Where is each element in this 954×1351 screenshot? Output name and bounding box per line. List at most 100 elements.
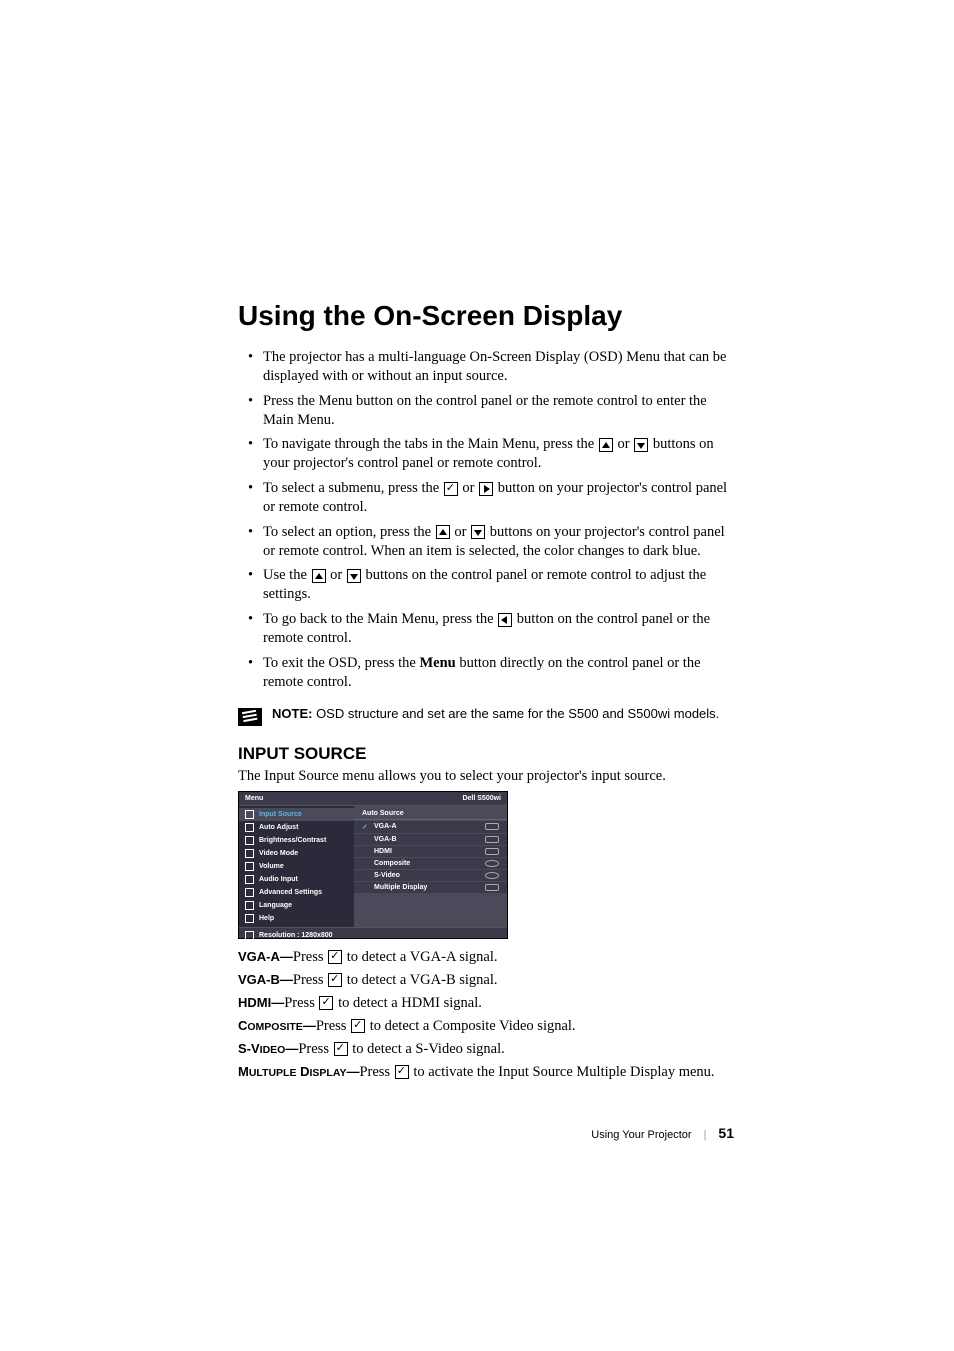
- footer-divider: |: [704, 1129, 707, 1141]
- left-arrow-icon: [498, 613, 512, 627]
- text: To select a submenu, press the: [263, 480, 443, 496]
- enter-icon: [328, 950, 342, 964]
- osd-left-item: Audio Input: [239, 873, 354, 886]
- note-label: NOTE:: [272, 706, 312, 721]
- osd-body: Input Source Auto Adjust Brightness/Cont…: [239, 805, 507, 927]
- text: The projector has a multi-language On-Sc…: [263, 349, 726, 384]
- text: Press: [284, 995, 318, 1011]
- osd-left-label: Video Mode: [259, 850, 298, 857]
- signal-line: S-VIDEO—Press to detect a S-Video signal…: [238, 1041, 734, 1058]
- osd-left-item: Brightness/Contrast: [239, 834, 354, 847]
- osd-right-label: Multiple Display: [374, 884, 427, 891]
- osd-right-label: HDMI: [374, 848, 392, 855]
- hdmi-port-icon: [485, 848, 499, 855]
- osd-left-label: Volume: [259, 863, 284, 870]
- list-item: To exit the OSD, press the Menu button d…: [253, 654, 734, 692]
- text: to detect a Composite Video signal.: [366, 1018, 575, 1034]
- enter-icon: [351, 1019, 365, 1033]
- list-item: To go back to the Main Menu, press the b…: [253, 610, 734, 648]
- check-icon: ✓: [362, 823, 370, 831]
- osd-left-label: Language: [259, 902, 292, 909]
- osd-header: Menu Dell S500wi: [239, 792, 507, 805]
- osd-model: Dell S500wi: [462, 795, 501, 802]
- osd-right-label: VGA-A: [374, 823, 397, 830]
- enter-icon: [334, 1042, 348, 1056]
- svideo-port-icon: [485, 872, 499, 879]
- language-icon: [245, 901, 254, 910]
- text: To exit the OSD, press the: [263, 655, 419, 671]
- vga-port-icon: [485, 836, 499, 843]
- page-heading: Using the On-Screen Display: [238, 300, 734, 332]
- osd-right-item: ✓ VGA-A: [354, 821, 507, 833]
- brightness-icon: [245, 836, 254, 845]
- text: To navigate through the tabs in the Main…: [263, 436, 598, 452]
- osd-left-item: Video Mode: [239, 847, 354, 860]
- up-arrow-icon: [312, 569, 326, 583]
- osd-right-item: HDMI: [354, 846, 507, 857]
- signal-label: VGA-A—: [238, 949, 293, 964]
- osd-menu-label: Menu: [245, 795, 263, 802]
- osd-right-label: VGA-B: [374, 836, 397, 843]
- signal-line: VGA-A—Press to detect a VGA-A signal.: [238, 949, 734, 966]
- osd-left-panel: Input Source Auto Adjust Brightness/Cont…: [239, 806, 354, 927]
- note-block: NOTE: OSD structure and set are the same…: [238, 706, 734, 726]
- osd-left-item: Auto Adjust: [239, 821, 354, 834]
- osd-right-item: Multiple Display: [354, 882, 507, 893]
- text: to detect a S-Video signal.: [349, 1041, 505, 1057]
- resolution-icon: [245, 931, 254, 940]
- osd-right-item: S-Video: [354, 870, 507, 881]
- composite-port-icon: [485, 860, 499, 867]
- osd-resolution: Resolution : 1280x800: [259, 932, 333, 939]
- signal-line: MULTUPLE DISPLAY—Press to activate the I…: [238, 1064, 734, 1081]
- section-intro: The Input Source menu allows you to sele…: [238, 768, 734, 785]
- osd-right-label: S-Video: [374, 872, 400, 879]
- signal-line: HDMI—Press to detect a HDMI signal.: [238, 995, 734, 1012]
- osd-right-label: Composite: [374, 860, 410, 867]
- osd-footer: Resolution : 1280x800: [239, 927, 507, 943]
- note-body: OSD structure and set are the same for t…: [312, 706, 719, 721]
- text: or: [459, 480, 478, 496]
- text: to activate the Input Source Multiple Di…: [410, 1064, 715, 1080]
- enter-icon: [395, 1065, 409, 1079]
- right-arrow-icon: [479, 482, 493, 496]
- enter-icon: [444, 482, 458, 496]
- osd-left-item: Help: [239, 912, 354, 925]
- text: or: [327, 567, 346, 583]
- text: Press: [298, 1041, 332, 1057]
- volume-icon: [245, 862, 254, 871]
- osd-right-item: VGA-B: [354, 834, 507, 845]
- list-item: To navigate through the tabs in the Main…: [253, 435, 734, 473]
- instruction-list: The projector has a multi-language On-Sc…: [238, 348, 734, 692]
- text: Press: [293, 972, 327, 988]
- osd-left-item: Language: [239, 899, 354, 912]
- list-item: Press the Menu button on the control pan…: [253, 392, 734, 430]
- page-number: 51: [718, 1125, 734, 1141]
- enter-icon: [328, 973, 342, 987]
- footer-text: Using Your Projector: [591, 1129, 691, 1141]
- input-source-icon: [245, 810, 254, 819]
- osd-left-item: Volume: [239, 860, 354, 873]
- list-item: Use the or buttons on the control panel …: [253, 566, 734, 604]
- text: to detect a HDMI signal.: [334, 995, 481, 1011]
- video-mode-icon: [245, 849, 254, 858]
- note-text: NOTE: OSD structure and set are the same…: [272, 706, 719, 721]
- down-arrow-icon: [634, 438, 648, 452]
- text: Press: [316, 1018, 350, 1034]
- signal-label: MULTUPLE DISPLAY—: [238, 1064, 359, 1079]
- osd-left-label: Input Source: [259, 811, 302, 818]
- multiple-display-icon: [485, 884, 499, 891]
- signal-line: VGA-B—Press to detect a VGA-B signal.: [238, 972, 734, 989]
- signal-label: S-VIDEO—: [238, 1041, 298, 1056]
- enter-icon: [319, 996, 333, 1010]
- down-arrow-icon: [347, 569, 361, 583]
- menu-bold: Menu: [419, 655, 455, 671]
- auto-adjust-icon: [245, 823, 254, 832]
- osd-left-label: Audio Input: [259, 876, 298, 883]
- text: Press: [293, 949, 327, 965]
- up-arrow-icon: [436, 525, 450, 539]
- text: To go back to the Main Menu, press the: [263, 611, 497, 627]
- text: To select an option, press the: [263, 524, 435, 540]
- osd-left-item: Input Source: [239, 808, 354, 821]
- osd-left-label: Brightness/Contrast: [259, 837, 326, 844]
- osd-left-item: Advanced Settings: [239, 886, 354, 899]
